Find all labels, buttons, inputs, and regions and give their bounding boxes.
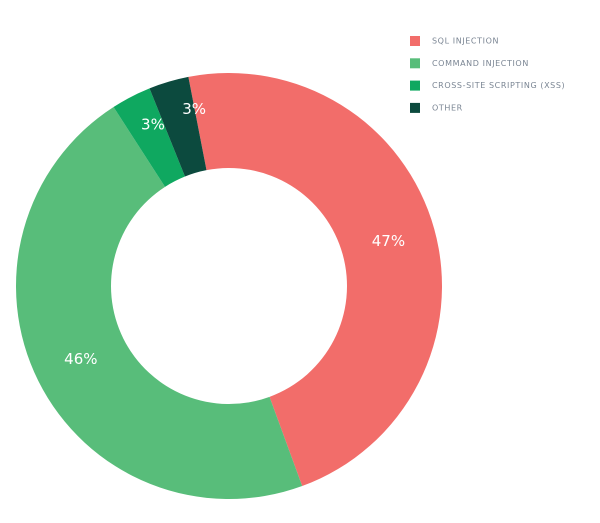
value-label: 3% xyxy=(141,116,165,134)
legend-swatch xyxy=(410,36,420,46)
value-label: 47% xyxy=(372,232,405,250)
legend-swatch xyxy=(410,58,420,69)
legend-label: CROSS-SITE SCRIPTING (XSS) xyxy=(432,81,565,90)
donut-segment xyxy=(113,88,185,187)
donut-segment xyxy=(149,76,207,177)
legend-label: OTHER xyxy=(432,103,463,112)
legend-swatch xyxy=(410,80,420,91)
legend-label: SQL INJECTION xyxy=(432,37,499,46)
value-label: 46% xyxy=(64,350,97,368)
legend-swatch xyxy=(410,102,420,113)
value-label: 3% xyxy=(182,100,206,118)
donut-segment xyxy=(188,73,443,487)
donut-segment xyxy=(16,106,303,499)
legend-label: COMMAND INJECTION xyxy=(432,59,529,68)
